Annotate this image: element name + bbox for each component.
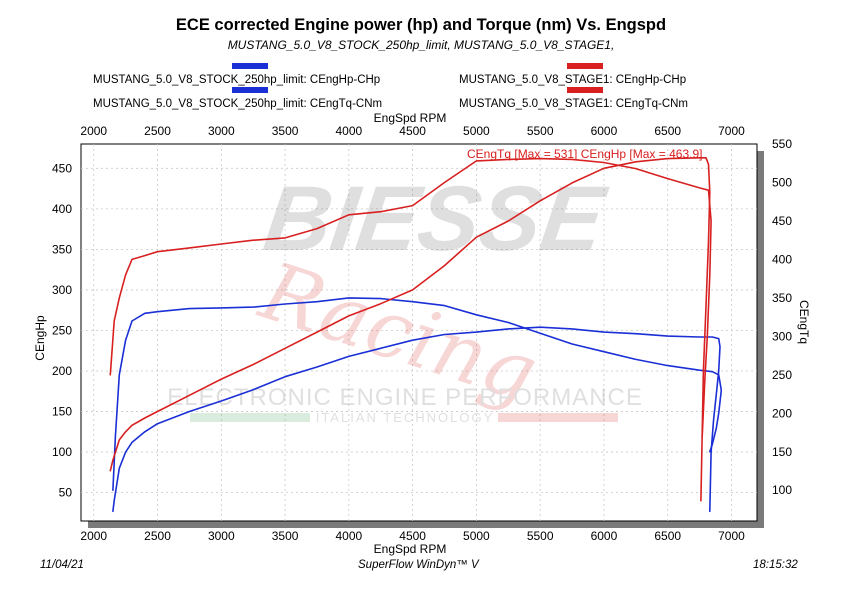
x-tick-label-top: 4500 bbox=[399, 124, 426, 138]
x-tick-label-top: 2500 bbox=[144, 124, 171, 138]
x-tick-label-bottom: 3500 bbox=[272, 529, 299, 543]
y-right-tick-label: 350 bbox=[772, 291, 792, 305]
y-left-tick-label: 250 bbox=[52, 323, 72, 337]
y-right-tick-label: 400 bbox=[772, 252, 792, 266]
legend-swatch-stock-tq bbox=[232, 87, 268, 93]
legend-swatch-stock-hp bbox=[232, 63, 268, 69]
x-tick-label-bottom: 6000 bbox=[591, 529, 618, 543]
watermark-brand: BIESSE bbox=[258, 166, 612, 269]
y-right-tick-label: 200 bbox=[772, 406, 792, 420]
y-left-tick-label: 100 bbox=[52, 445, 72, 459]
x-tick-label-top: 5000 bbox=[463, 124, 490, 138]
chart-title: ECE corrected Engine power (hp) and Torq… bbox=[175, 16, 667, 34]
y-right-tick-label: 550 bbox=[772, 137, 792, 151]
x-tick-label-bottom: 4000 bbox=[335, 529, 362, 543]
series-layer bbox=[109, 157, 723, 513]
legend-swatch-stage1-hp bbox=[567, 63, 603, 69]
chart-subtitle: MUSTANG_5.0_V8_STOCK_250hp_limit, MUSTAN… bbox=[227, 38, 615, 52]
series-line-0 bbox=[112, 326, 721, 513]
footer-software: SuperFlow WinDyn™ V bbox=[358, 559, 479, 571]
plot-area bbox=[80, 143, 758, 522]
y-right-tick-label: 500 bbox=[772, 175, 792, 189]
y-left-tick-label: 200 bbox=[52, 364, 72, 378]
watermark-line1: ELECTRONIC ENGINE PERFORMANCE bbox=[167, 384, 643, 411]
series-line-2 bbox=[109, 157, 711, 502]
x-tick-label-bottom: 2500 bbox=[144, 529, 171, 543]
x-tick-label-top: 5500 bbox=[527, 124, 554, 138]
y-right-tick-label: 250 bbox=[772, 368, 792, 382]
y-right-tick-label: 100 bbox=[772, 483, 792, 497]
x-tick-label-bottom: 3000 bbox=[208, 529, 235, 543]
watermark-stripe-red bbox=[498, 413, 618, 422]
y-left-tick-label: 450 bbox=[52, 161, 72, 175]
y-right-tick-label: 300 bbox=[772, 329, 792, 343]
y-left-tick-label: 50 bbox=[59, 486, 73, 500]
x-tick-label-top: 3000 bbox=[208, 124, 235, 138]
x-tick-label-top: 3500 bbox=[272, 124, 299, 138]
y-left-tick-label: 150 bbox=[52, 405, 72, 419]
x-tick-label-top: 2000 bbox=[80, 124, 107, 138]
x-tick-label-bottom: 4500 bbox=[399, 529, 426, 543]
x-tick-label-top: 6500 bbox=[654, 124, 681, 138]
y-left-tick-label: 400 bbox=[52, 202, 72, 216]
footer-time: 18:15:32 bbox=[753, 559, 798, 571]
x-axis-title-bottom: EngSpd RPM bbox=[374, 542, 447, 556]
x-axis-title-top: EngSpd RPM bbox=[374, 111, 447, 125]
x-tick-label-top: 6000 bbox=[591, 124, 618, 138]
footer-date: 11/04/21 bbox=[40, 559, 84, 571]
x-tick-label-bottom: 2000 bbox=[80, 529, 107, 543]
y-left-tick-label: 350 bbox=[52, 242, 72, 256]
x-tick-label-bottom: 5000 bbox=[463, 529, 490, 543]
legend-label-stage1-tq: MUSTANG_5.0_V8_STAGE1: CEngTq-CNm bbox=[459, 98, 689, 110]
legend-label-stage1-hp: MUSTANG_5.0_V8_STAGE1: CEngHp-CHp bbox=[459, 74, 687, 86]
x-tick-label-top: 4000 bbox=[335, 124, 362, 138]
legend-label-stock-hp: MUSTANG_5.0_V8_STOCK_250hp_limit: CEngHp… bbox=[93, 74, 381, 86]
watermark-line2: ITALIAN TECHNOLOGY bbox=[316, 410, 495, 425]
y-right-tick-label: 450 bbox=[772, 214, 792, 228]
series-line-1 bbox=[112, 297, 723, 492]
x-tick-label-top: 7000 bbox=[718, 124, 745, 138]
x-tick-label-bottom: 5500 bbox=[527, 529, 554, 543]
legend-label-stock-tq: MUSTANG_5.0_V8_STOCK_250hp_limit: CEngTq… bbox=[93, 98, 383, 110]
legend-swatch-stage1-tq bbox=[567, 87, 603, 93]
y-axis-title-left: CEngHp bbox=[33, 315, 47, 361]
y-left-tick-label: 300 bbox=[52, 283, 72, 297]
x-tick-label-bottom: 6500 bbox=[654, 529, 681, 543]
chart-annotation: CEngTq [Max = 531] CEngHp [Max = 463.9] bbox=[467, 147, 702, 161]
axis-ticks: 2000 2000 2500 2500 3000 3000 3500 3500 4000 4000… bbox=[52, 124, 792, 543]
watermark-stripe-green bbox=[190, 413, 310, 422]
y-right-tick-label: 150 bbox=[772, 445, 792, 459]
x-tick-label-bottom: 7000 bbox=[718, 529, 745, 543]
series-line-3 bbox=[109, 157, 712, 438]
y-axis-title-right: CEngTq bbox=[797, 300, 811, 344]
